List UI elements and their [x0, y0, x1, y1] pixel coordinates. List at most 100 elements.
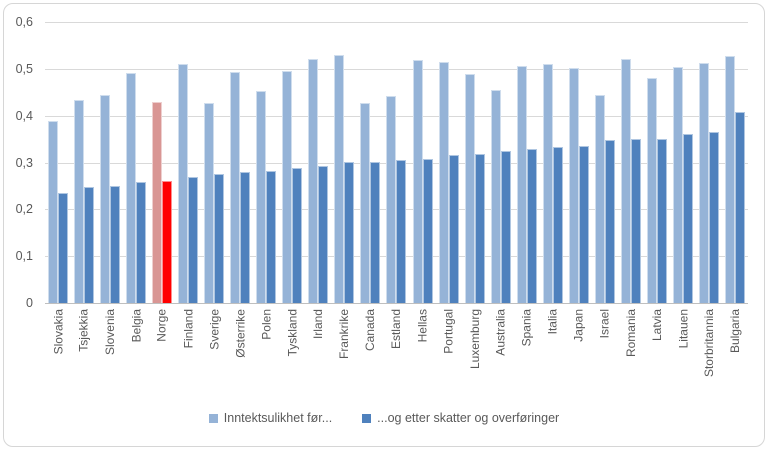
bar-group-Tsjekkia	[71, 22, 97, 303]
bar-after-Latvia	[656, 139, 667, 303]
bar-after-Sverige	[214, 174, 225, 303]
x-cell-Luxemburg: Luxemburg	[462, 306, 488, 406]
bar-group-Finland	[175, 22, 201, 303]
bar-group-Canada	[357, 22, 383, 303]
bar-group-Belgia	[123, 22, 149, 303]
x-cell-Storbritannia: Storbritannia	[696, 306, 722, 406]
bar-before-Norge	[152, 102, 163, 303]
bar-after-Belgia	[136, 182, 147, 303]
x-label-Slovenia: Slovenia	[103, 309, 118, 356]
x-label-Bulgaria: Bulgaria	[727, 309, 742, 354]
x-cell-Italia: Italia	[540, 306, 566, 406]
bar-after-Israel	[604, 140, 615, 303]
bar-group-Litauen	[670, 22, 696, 303]
bar-before-Belgia	[126, 73, 137, 303]
bar-group-Luxemburg	[462, 22, 488, 303]
legend: Inntektsulikhet før... ...og etter skatt…	[0, 411, 768, 425]
bar-after-Spania	[526, 149, 537, 303]
bar-before-Finland	[178, 64, 189, 303]
x-label-Portugal: Portugal	[441, 309, 456, 354]
legend-item-after-taxes: ...og etter skatter og overføringer	[362, 411, 559, 425]
bar-before-Tsjekkia	[74, 100, 85, 303]
x-label-Tyskland: Tyskland	[285, 309, 300, 357]
bar-after-Bulgaria	[734, 112, 745, 303]
bar-group-Israel	[592, 22, 618, 303]
bar-before-Portugal	[438, 62, 449, 303]
bar-after-Norge	[162, 181, 173, 303]
x-label-Latvia: Latvia	[649, 309, 664, 342]
bar-group-Østerrike	[227, 22, 253, 303]
legend-label-after: ...og etter skatter og overføringer	[377, 411, 560, 425]
x-label-Slovakia: Slovakia	[51, 309, 66, 355]
x-label-Australia: Australia	[493, 309, 508, 356]
x-cell-Spania: Spania	[514, 306, 540, 406]
gridline-0,6	[45, 22, 748, 23]
gridline-0,4	[45, 116, 748, 117]
x-cell-Frankrike: Frankrike	[331, 306, 357, 406]
y-tick-label-0,6: 0,6	[15, 15, 33, 29]
bar-group-Hellas	[410, 22, 436, 303]
bar-group-Latvia	[644, 22, 670, 303]
x-cell-Japan: Japan	[566, 306, 592, 406]
x-cell-Tsjekkia: Tsjekkia	[71, 306, 97, 406]
bar-before-Slovakia	[48, 121, 59, 303]
x-label-Luxemburg: Luxemburg	[467, 309, 482, 370]
legend-item-before-taxes: Inntektsulikhet før...	[208, 411, 332, 425]
x-label-Estland: Estland	[389, 309, 404, 350]
x-cell-Canada: Canada	[357, 306, 383, 406]
bar-group-Portugal	[436, 22, 462, 303]
bar-after-Portugal	[448, 155, 459, 303]
bar-group-Slovenia	[97, 22, 123, 303]
bar-after-Japan	[578, 146, 589, 303]
bar-before-Frankrike	[334, 55, 345, 303]
bar-before-Slovenia	[100, 95, 111, 303]
bar-after-Tyskland	[292, 168, 303, 303]
x-cell-Østerrike: Østerrike	[227, 306, 253, 406]
x-label-Belgia: Belgia	[129, 309, 144, 343]
x-cell-Finland: Finland	[175, 306, 201, 406]
x-label-Canada: Canada	[363, 309, 378, 352]
bar-before-Tyskland	[282, 71, 293, 303]
x-label-Litauen: Litauen	[675, 309, 690, 349]
x-cell-Hellas: Hellas	[410, 306, 436, 406]
x-label-Sverige: Sverige	[207, 309, 222, 350]
bar-group-Spania	[514, 22, 540, 303]
y-tick-label-0,2: 0,2	[15, 202, 33, 216]
x-cell-Polen: Polen	[253, 306, 279, 406]
bar-after-Estland	[396, 160, 407, 303]
bar-after-Østerrike	[240, 172, 251, 303]
bar-after-Hellas	[422, 159, 433, 303]
gridline-0,5	[45, 69, 748, 70]
bar-after-Storbritannia	[708, 132, 719, 303]
legend-swatch-after-icon	[362, 413, 372, 423]
x-label-Irland: Irland	[311, 309, 326, 340]
x-label-Italia: Italia	[545, 309, 560, 335]
x-cell-Bulgaria: Bulgaria	[722, 306, 748, 406]
x-cell-Norge: Norge	[149, 306, 175, 406]
plot-area	[45, 22, 748, 304]
bar-before-Japan	[568, 68, 579, 303]
y-tick-label-0,5: 0,5	[15, 62, 33, 76]
bar-group-Australia	[488, 22, 514, 303]
x-cell-Estland: Estland	[383, 306, 409, 406]
x-cell-Sverige: Sverige	[201, 306, 227, 406]
legend-swatch-before-icon	[208, 413, 218, 423]
x-cell-Latvia: Latvia	[644, 306, 670, 406]
bar-before-Australia	[490, 90, 501, 303]
bar-group-Japan	[566, 22, 592, 303]
bar-after-Canada	[370, 162, 381, 303]
x-label-Tsjekkia: Tsjekkia	[77, 309, 92, 352]
bar-group-Bulgaria	[722, 22, 748, 303]
bar-before-Canada	[360, 103, 371, 303]
bar-group-Estland	[383, 22, 409, 303]
x-label-Storbritannia: Storbritannia	[701, 309, 716, 378]
bar-group-Italia	[540, 22, 566, 303]
bar-before-Polen	[256, 91, 267, 303]
x-label-Romania: Romania	[623, 309, 638, 358]
x-cell-Irland: Irland	[305, 306, 331, 406]
bar-before-Latvia	[646, 78, 657, 303]
bar-after-Frankrike	[344, 162, 355, 303]
x-cell-Slovenia: Slovenia	[97, 306, 123, 406]
x-label-Hellas: Hellas	[415, 309, 430, 343]
x-label-Israel: Israel	[597, 309, 612, 339]
